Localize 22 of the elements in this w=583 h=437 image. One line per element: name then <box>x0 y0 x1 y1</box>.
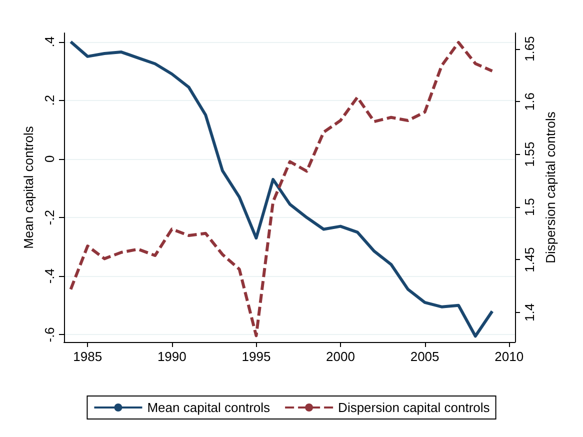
y2-tick-label: 1.55 <box>522 142 537 167</box>
x-tick-label: 1990 <box>157 349 186 364</box>
y-axis-title: Mean capital controls <box>21 126 36 249</box>
legend-label: Dispersion capital controls <box>338 400 490 415</box>
legend-label: Mean capital controls <box>147 400 271 415</box>
x-tick-label: 2000 <box>326 349 355 364</box>
y-tick-label: -.2 <box>42 210 57 226</box>
x-tick-label: 2005 <box>410 349 440 364</box>
y2-tick-label: 1.5 <box>522 198 537 216</box>
y2-axis-title: Dispersion capital controls <box>542 111 558 264</box>
y-tick-label: .2 <box>42 94 57 106</box>
y2-tick-label: 1.6 <box>522 92 537 111</box>
x-tick-label: 1995 <box>242 349 271 364</box>
y-tick-label: 0 <box>42 155 57 163</box>
x-tick-label: 1985 <box>73 349 102 364</box>
y2-tick-label: 1.45 <box>522 247 537 272</box>
y2-tick-label: 1.65 <box>522 36 537 62</box>
y-tick-label: .4 <box>42 36 57 48</box>
x-tick-label: 2010 <box>494 349 524 364</box>
y-tick-label: -.4 <box>42 268 57 284</box>
y2-tick-label: 1.4 <box>522 303 537 322</box>
y-tick-label: -.6 <box>42 327 57 342</box>
